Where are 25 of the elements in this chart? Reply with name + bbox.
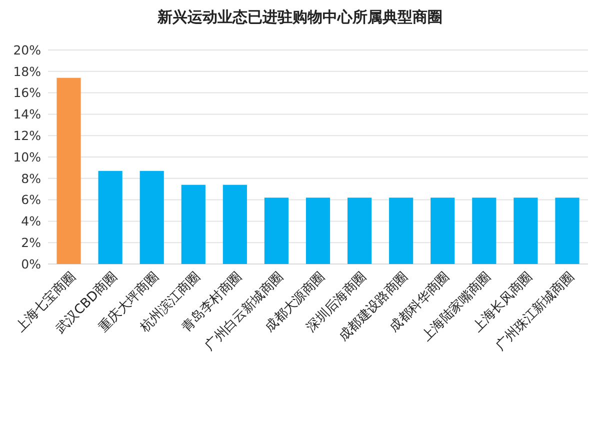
bar: [514, 198, 538, 264]
bar: [430, 198, 455, 264]
bar: [347, 198, 372, 264]
y-tick-label: 20%: [13, 42, 42, 58]
y-tick-label: 0%: [21, 256, 42, 272]
y-tick-label: 12%: [13, 128, 42, 143]
y-tick-label: 2%: [21, 234, 42, 250]
bar: [181, 184, 206, 264]
bar: [472, 198, 496, 264]
y-tick-label: 8%: [21, 170, 42, 186]
y-tick-label: 14%: [13, 106, 42, 122]
bar: [306, 198, 330, 264]
y-tick-label: 6%: [21, 192, 42, 208]
bar: [389, 198, 414, 264]
y-tick-label: 16%: [13, 85, 42, 100]
y-tick-label: 4%: [21, 214, 42, 229]
y-tick-label: 10%: [13, 149, 42, 164]
bar: [98, 170, 122, 264]
bar: [222, 184, 247, 264]
bar: [140, 170, 164, 264]
bar: [555, 198, 580, 264]
y-tick-label: 18%: [13, 64, 42, 79]
chart-title: 新兴运动业态已进驻购物中心所属典型商圈: [156, 8, 442, 26]
bar: [264, 198, 289, 264]
bar: [56, 78, 81, 264]
